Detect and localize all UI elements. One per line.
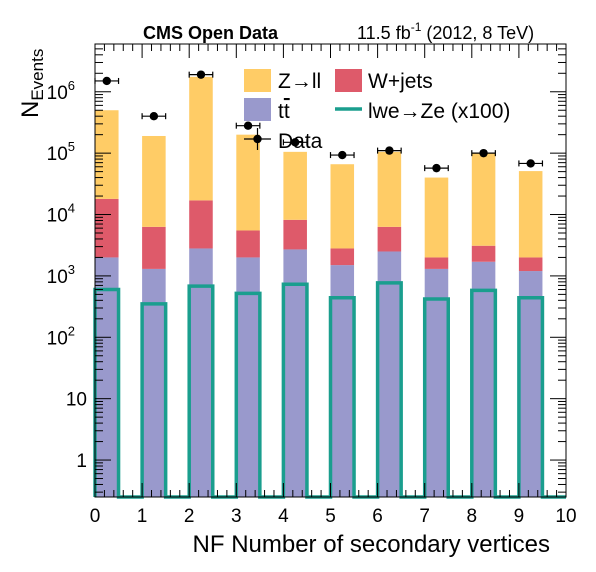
data-point-1 [141,111,167,121]
bar-w+jets-7 [424,257,449,269]
x-tick-label-0: 0 [90,506,101,527]
header-experiment-label: CMS Open Data [143,23,279,43]
x-tick-label-4: 4 [278,506,289,527]
legend-swatch-wjets [335,69,362,92]
x-tick-label-7: 7 [419,506,430,527]
bar-w+jets-9 [518,257,543,272]
legend-label-data: Data [278,130,323,153]
data-marker-3 [243,121,253,130]
bar-w+jets-2 [189,200,213,249]
data-point-5 [329,150,355,160]
data-marker-1 [149,111,159,121]
legend-swatch-ttbar [244,98,271,121]
y-tick-label-100: 102 [47,323,75,349]
x-axis-title: NF Number of secondary vertices [193,531,550,558]
bar-tt-1 [142,268,166,497]
y-tick-label-1: 1 [76,451,87,472]
x-tick-label-1: 1 [137,506,148,527]
bar-zll-7 [424,177,449,258]
data-marker-0 [102,76,111,86]
bar-zll-3 [236,134,260,231]
data-point-4 [282,138,308,147]
legend-label-signal: lwe→Ze (x100) [368,100,510,123]
data-point-9 [518,159,544,168]
bar-zll-4 [283,151,307,220]
x-tick-label-3: 3 [231,506,242,527]
data-marker-7 [432,163,441,173]
legend-label-zll: Z→ll [278,70,321,93]
data-point-6 [377,146,402,155]
bar-w+jets-5 [330,248,355,266]
data-point-2 [188,70,214,79]
bar-tt-8 [471,261,496,497]
data-point-7 [424,163,449,173]
bar-zll-9 [518,171,543,258]
bar-tt-9 [518,271,543,497]
legend: Z→ll W+jets tt lwe→Ze (x100) Data [244,69,510,153]
data-marker-4 [290,138,300,147]
bar-zll-2 [189,76,213,201]
legend-swatch-zll [244,69,271,92]
legend-label-wjets: W+jets [368,70,433,93]
x-tick-label-2: 2 [184,506,195,527]
y-axis-title: NEvents [17,49,47,118]
bar-w+jets-0 [95,198,119,258]
y-tick-label-100000: 105 [47,139,75,165]
bar-w+jets-1 [142,226,166,269]
x-axis-ticks: 0 1 2 3 4 5 6 7 8 9 10 [90,44,577,527]
bar-tt-5 [330,265,355,497]
signal-line [93,281,566,499]
bar-zll-5 [330,164,355,249]
bar-w+jets-4 [283,219,307,250]
x-tick-label-5: 5 [325,506,336,527]
data-point-3 [235,121,261,130]
data-marker-9 [526,159,535,168]
x-tick-label-10: 10 [555,506,576,527]
bar-w+jets-6 [377,226,402,252]
y-axis-ticks: 1 10 102 103 104 105 106 [47,43,566,493]
x-tick-label-9: 9 [514,506,525,527]
bar-w+jets-8 [471,245,496,262]
x-tick-label-8: 8 [467,506,478,527]
data-point-8 [471,148,496,158]
legend-data-marker [253,134,262,144]
bar-tt-0 [95,257,119,497]
bar-zll-0 [95,110,119,199]
y-tick-label-10: 10 [66,390,87,411]
data-marker-5 [338,150,347,160]
bar-tt-6 [377,251,402,497]
header-luminosity-label: 11.5 fb-1 (2012, 8 TeV) [357,20,534,43]
bar-tt-2 [189,248,213,497]
bar-zll-6 [377,151,402,227]
bar-tt-7 [424,268,449,497]
stacked-bars [95,76,543,497]
bar-zll-8 [471,153,496,246]
bar-w+jets-3 [236,230,260,258]
data-marker-6 [385,146,394,155]
x-tick-label-6: 6 [372,506,383,527]
svg-text:NEvents: NEvents [17,49,47,118]
legend-label-ttbar: tt [278,100,290,123]
data-marker-2 [196,70,206,79]
data-point-0 [94,76,120,86]
bar-zll-1 [142,135,166,227]
bar-tt-3 [236,257,260,497]
y-tick-label-1000000: 106 [47,78,75,104]
y-tick-label-10000: 104 [47,201,75,227]
data-marker-8 [479,148,488,158]
signal-histogram [93,281,566,499]
y-tick-label-1000: 103 [47,262,75,288]
bar-tt-4 [283,249,307,497]
